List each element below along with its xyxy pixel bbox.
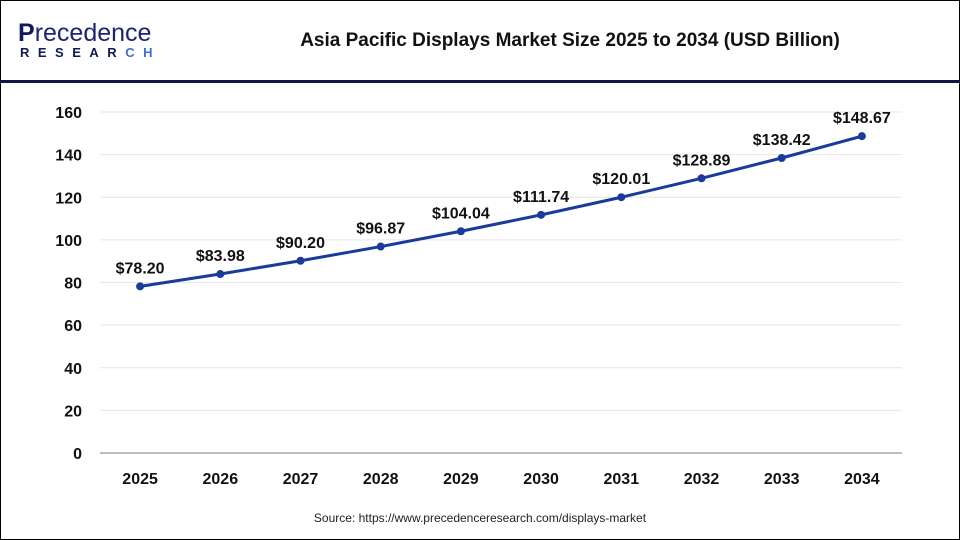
x-tick-label: 2033 [764, 471, 800, 488]
data-point [697, 174, 706, 183]
data-label: $83.98 [196, 248, 245, 265]
data-point [537, 210, 546, 219]
data-point [777, 153, 786, 162]
x-tick-label: 2032 [684, 471, 720, 488]
data-label: $148.67 [833, 110, 891, 127]
x-tick-label: 2025 [122, 471, 158, 488]
x-tick-label: 2031 [604, 471, 640, 488]
data-label: $96.87 [356, 221, 405, 238]
data-label: $128.89 [673, 152, 731, 169]
x-tick-label: 2029 [443, 471, 479, 488]
series-line [139, 134, 863, 288]
data-point [857, 132, 866, 141]
data-point [296, 256, 305, 265]
y-tick-label: 140 [55, 148, 82, 165]
precedence-research-logo: Precedence RESEARCH [18, 19, 161, 60]
data-point [136, 282, 145, 291]
header: Precedence RESEARCH Asia Pacific Display… [0, 0, 960, 83]
data-label: $104.04 [432, 205, 490, 222]
y-tick-label: 80 [64, 276, 82, 293]
x-tick-label: 2027 [283, 471, 319, 488]
y-tick-label: 100 [55, 233, 82, 250]
source-note: Source: https://www.precedenceresearch.c… [313, 511, 647, 525]
data-point [456, 227, 465, 236]
x-tick-label: 2030 [523, 471, 559, 488]
y-tick-label: 0 [73, 446, 82, 463]
data-label: $111.74 [513, 189, 569, 206]
y-tick-label: 40 [64, 361, 82, 378]
data-label: $120.01 [592, 171, 650, 188]
data-label: $90.20 [276, 235, 325, 252]
data-label: $138.42 [753, 132, 811, 149]
x-tick-label: 2026 [203, 471, 239, 488]
y-tick-label: 20 [64, 403, 82, 420]
y-tick-label: 160 [55, 105, 82, 122]
chart-title: Asia Pacific Displays Market Size 2025 t… [300, 30, 840, 51]
x-tick-label: 2028 [363, 471, 399, 488]
y-tick-label: 120 [55, 190, 82, 207]
data-point [617, 193, 626, 202]
x-tick-label: 2034 [844, 471, 880, 488]
data-point [376, 242, 385, 251]
data-label: $78.20 [116, 260, 165, 277]
data-point [216, 270, 225, 279]
y-tick-label: 60 [64, 318, 82, 335]
